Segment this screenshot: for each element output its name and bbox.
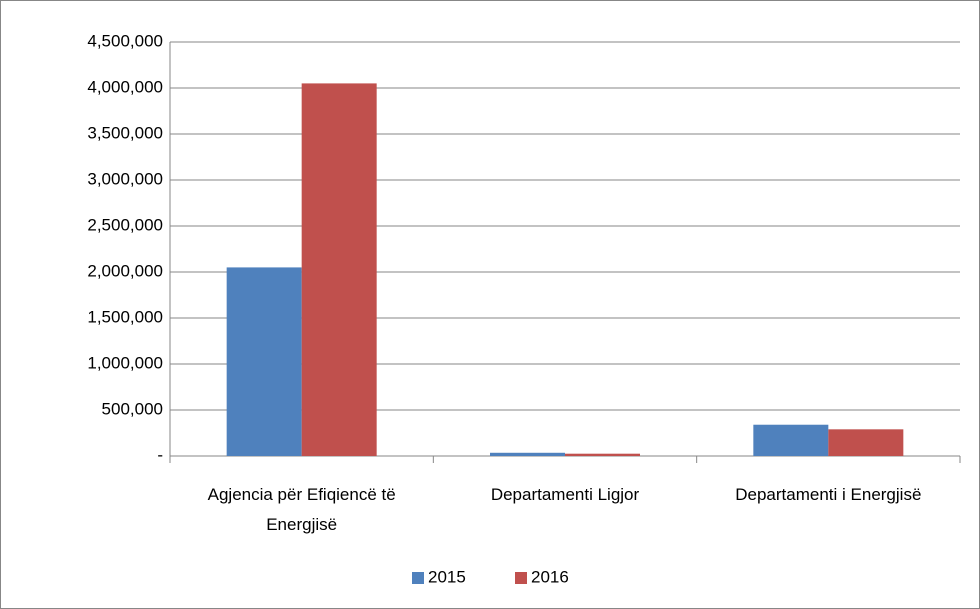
y-tick-label: 4,000,000 <box>87 77 163 96</box>
legend-label: 2016 <box>531 567 569 586</box>
y-tick-label: 2,000,000 <box>87 261 163 280</box>
legend-swatch <box>412 572 424 584</box>
x-tick-label: Departamenti Ligjor <box>490 485 640 504</box>
y-tick-label: 2,500,000 <box>87 215 163 234</box>
y-tick-label: 1,500,000 <box>87 307 163 326</box>
y-tick-label: 500,000 <box>102 399 163 418</box>
bar <box>828 429 904 456</box>
bar <box>753 424 829 456</box>
bar <box>490 452 565 456</box>
legend-swatch <box>515 572 527 584</box>
bar <box>301 83 377 457</box>
y-tick-label: 3,000,000 <box>87 169 163 188</box>
y-tick-label: 4,500,000 <box>87 31 163 50</box>
y-tick-label: - <box>157 445 163 464</box>
legend-label: 2015 <box>428 567 466 586</box>
x-tick-label: Agjencia për Efiqiencë të Energjisë <box>207 485 396 534</box>
x-tick-label: Departamenti i Energjisë <box>735 485 922 504</box>
y-tick-label: 1,000,000 <box>87 353 163 372</box>
bar <box>226 267 302 456</box>
bar <box>565 453 640 456</box>
y-tick-label: 3,500,000 <box>87 123 163 142</box>
